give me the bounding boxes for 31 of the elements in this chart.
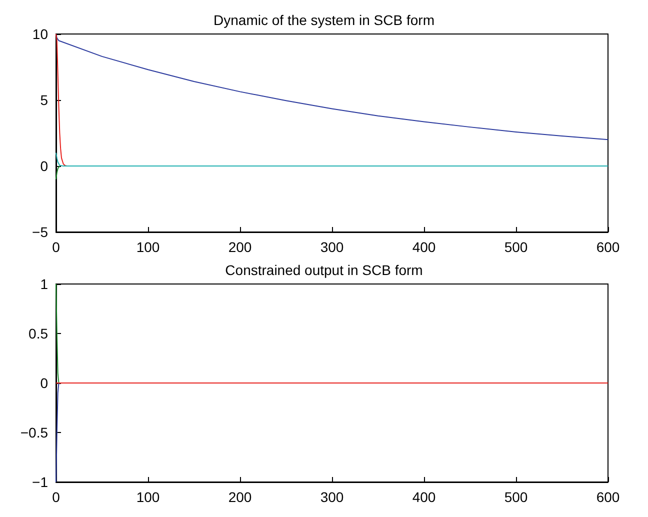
- x-tick-label: 500: [504, 489, 528, 505]
- x-tick-label: 600: [596, 239, 620, 255]
- line-series: [56, 382, 60, 482]
- x-tick-label: 200: [228, 489, 252, 505]
- y-tick-label: 5: [40, 92, 48, 108]
- x-tick-label: 0: [52, 239, 60, 255]
- y-tick-label: −1: [32, 474, 48, 490]
- line-series: [56, 34, 608, 140]
- y-tick-label: 0: [40, 158, 48, 174]
- x-tick-label: 400: [412, 239, 436, 255]
- y-tick-label: 1: [40, 276, 48, 292]
- x-tick-label: 200: [228, 239, 252, 255]
- chart-title: Dynamic of the system in SCB form: [214, 12, 434, 28]
- x-tick-label: 100: [136, 489, 160, 505]
- chart-title: Constrained output in SCB form: [225, 262, 423, 278]
- x-tick-label: 400: [412, 489, 436, 505]
- line-series: [56, 284, 60, 384]
- x-tick-label: 600: [596, 489, 620, 505]
- x-tick-label: 100: [136, 239, 160, 255]
- y-tick-label: 0: [40, 375, 48, 391]
- x-tick-label: 0: [52, 489, 60, 505]
- y-tick-label: −5: [32, 224, 48, 240]
- y-tick-label: 10: [32, 26, 48, 42]
- line-series: [56, 152, 608, 166]
- line-series: [56, 34, 68, 166]
- x-tick-label: 300: [320, 239, 344, 255]
- x-tick-label: 500: [504, 239, 528, 255]
- x-tick-label: 300: [320, 489, 344, 505]
- line-series: [56, 166, 60, 180]
- y-tick-label: 0.5: [28, 326, 48, 342]
- y-tick-label: −0.5: [20, 424, 48, 440]
